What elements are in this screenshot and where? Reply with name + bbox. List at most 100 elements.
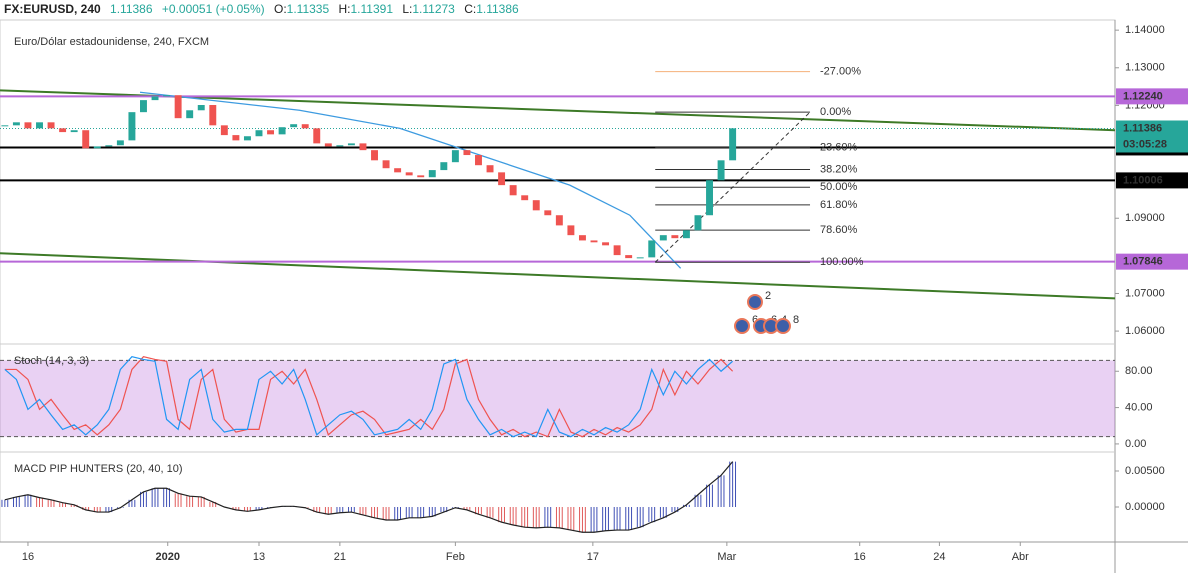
- y-tick-label: 1.07000: [1125, 287, 1165, 299]
- event-icon: [775, 318, 791, 334]
- candle: [1, 125, 9, 127]
- candle: [394, 168, 402, 173]
- candle: [336, 145, 344, 147]
- candle: [382, 160, 390, 169]
- countdown: 03:05:28: [1123, 138, 1167, 150]
- candle: [290, 124, 298, 128]
- candle: [197, 105, 205, 111]
- x-tick-label: Abr: [1012, 551, 1029, 563]
- fib-label: 38.20%: [820, 163, 858, 175]
- candle: [428, 170, 436, 178]
- y-tick-label: 40.00: [1125, 401, 1153, 413]
- header: FX:EURUSD, 240 1.11386 +0.00051 (+0.05%)…: [4, 2, 519, 16]
- current-label: 1.11386: [1123, 122, 1162, 134]
- fib-label: 0.00%: [820, 106, 851, 118]
- candle: [659, 235, 667, 241]
- y-tick-label: 1.06000: [1125, 325, 1165, 337]
- current-badge: [1116, 120, 1188, 153]
- c: 1.11386: [476, 2, 519, 16]
- event-icon: [747, 294, 763, 310]
- candle: [475, 155, 482, 166]
- fib-label: 78.60%: [820, 224, 858, 236]
- change: +0.00051 (+0.05%): [162, 2, 265, 16]
- candle: [163, 95, 171, 97]
- candle: [151, 96, 159, 101]
- fib-label: 23.60%: [820, 141, 858, 153]
- candle: [359, 143, 367, 151]
- macd-line: [4, 461, 734, 533]
- candle: [209, 105, 217, 126]
- candle: [694, 215, 702, 231]
- candle: [405, 172, 413, 176]
- y-tick-label: 80.00: [1125, 365, 1153, 377]
- candle: [648, 240, 656, 258]
- candle: [220, 125, 228, 136]
- candle: [706, 180, 713, 216]
- candle: [590, 240, 598, 243]
- x-tick-label: 13: [253, 551, 265, 563]
- x-tick-label: Feb: [446, 551, 465, 563]
- stoch-band: [0, 360, 1115, 437]
- candle: [70, 130, 78, 133]
- candle: [47, 122, 55, 129]
- candle: [313, 128, 321, 144]
- y-tick-label: 1.09000: [1125, 212, 1165, 224]
- candle: [186, 110, 194, 119]
- o-label: O:: [274, 2, 287, 16]
- h: 1.11391: [351, 2, 394, 16]
- fib-label: 50.00%: [820, 181, 858, 193]
- chart-title: Euro/Dólar estadounidense, 240, FXCM: [14, 36, 209, 48]
- level-label: 1.07846: [1123, 256, 1163, 268]
- candle: [613, 245, 621, 256]
- symbol: FX:EURUSD, 240: [4, 2, 101, 16]
- y-tick-label: 0.00500: [1125, 465, 1165, 477]
- candle: [532, 200, 540, 211]
- candle: [174, 95, 182, 119]
- y-tick-label: 1.14000: [1125, 24, 1165, 36]
- candle: [602, 242, 610, 246]
- y-tick-label: 0.00: [1125, 438, 1146, 450]
- candle: [440, 162, 448, 171]
- x-tick-label: 17: [587, 551, 599, 563]
- event-icon: [734, 318, 750, 334]
- candle: [717, 160, 725, 181]
- stoch-k: [4, 356, 734, 438]
- candle: [82, 130, 90, 149]
- candle: [625, 255, 633, 259]
- x-tick-label: 2020: [155, 551, 179, 563]
- x-tick-label: Mar: [717, 551, 736, 563]
- c-label: C:: [464, 2, 476, 16]
- candle: [12, 122, 20, 126]
- candle: [232, 135, 240, 141]
- fib-label: 100.00%: [820, 256, 864, 268]
- macd-title: MACD PIP HUNTERS (20, 40, 10): [14, 463, 183, 475]
- candle: [544, 210, 552, 216]
- candle: [24, 122, 32, 129]
- candle: [116, 140, 124, 146]
- candle: [567, 225, 575, 236]
- stoch-d: [4, 356, 734, 438]
- h-label: H:: [339, 2, 351, 16]
- candle: [486, 165, 494, 173]
- candle: [267, 130, 275, 135]
- candle: [555, 215, 563, 226]
- l: 1.11273: [412, 2, 455, 16]
- candle: [243, 136, 251, 141]
- x-tick-label: 16: [854, 551, 866, 563]
- event-count: 6: [752, 314, 758, 326]
- event-count: 8: [793, 314, 799, 326]
- x-tick-label: 16: [22, 551, 34, 563]
- candle: [636, 257, 644, 259]
- level-label: 1.12240: [1123, 90, 1163, 102]
- level-badge: [1116, 172, 1188, 189]
- event-count: 2: [765, 290, 771, 302]
- o: 1.11335: [287, 2, 330, 16]
- candle: [347, 143, 355, 146]
- y-tick-label: 1.13000: [1125, 62, 1165, 74]
- level-badge: [1116, 88, 1188, 105]
- candle: [93, 146, 101, 149]
- fib-label: 61.80%: [820, 199, 858, 211]
- candle: [128, 112, 136, 141]
